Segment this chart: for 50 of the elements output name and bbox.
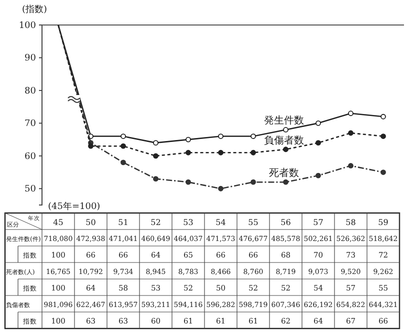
x-tick-label: 53 [183, 218, 194, 227]
y-tick-label: 60 [24, 152, 36, 162]
point [218, 134, 224, 139]
point [120, 160, 126, 166]
y-tick-label: 50 [24, 184, 36, 195]
x-tick-label: 54 [216, 218, 226, 227]
x-tick-label: 45 [53, 218, 64, 227]
annotation: (45年=100) [48, 201, 100, 212]
point [153, 153, 158, 159]
point [153, 140, 158, 146]
x-tick-label: 59 [378, 218, 388, 227]
point [283, 146, 288, 152]
point [250, 150, 256, 156]
point [218, 150, 224, 156]
point [348, 163, 354, 168]
point [250, 179, 256, 185]
point [120, 143, 126, 149]
x-tick-label: 55 [248, 218, 258, 227]
point [348, 110, 354, 116]
point [348, 130, 354, 136]
point [316, 172, 321, 178]
y-axis-title: (指数) [22, 4, 48, 15]
point [380, 114, 386, 120]
x-tick-label: 57 [313, 218, 324, 227]
point [186, 179, 191, 185]
point [186, 150, 191, 156]
y-tick-label: 80 [24, 86, 36, 96]
x-tick-label: 51 [118, 218, 128, 227]
y-tick-label: 90 [24, 54, 36, 64]
x-tick-label: 56 [280, 218, 291, 227]
series-label: 発生件数 [264, 114, 304, 127]
y-tick-label: 100 [18, 20, 36, 31]
point [120, 134, 126, 139]
point [283, 127, 288, 132]
point [316, 120, 321, 126]
point [380, 170, 386, 175]
point [153, 176, 158, 182]
point [88, 143, 94, 149]
series-label: 負傷者数 [264, 134, 304, 146]
series-label: 死者数 [268, 167, 299, 180]
point [316, 140, 321, 146]
point [283, 179, 288, 185]
point [186, 136, 191, 142]
x-tick-label: 58 [346, 218, 356, 227]
point [218, 186, 224, 192]
x-tick-label: 52 [150, 218, 161, 227]
point [380, 134, 386, 139]
y-tick-label: 70 [24, 119, 36, 130]
x-tick-label: 50 [86, 218, 96, 227]
point [250, 134, 256, 139]
